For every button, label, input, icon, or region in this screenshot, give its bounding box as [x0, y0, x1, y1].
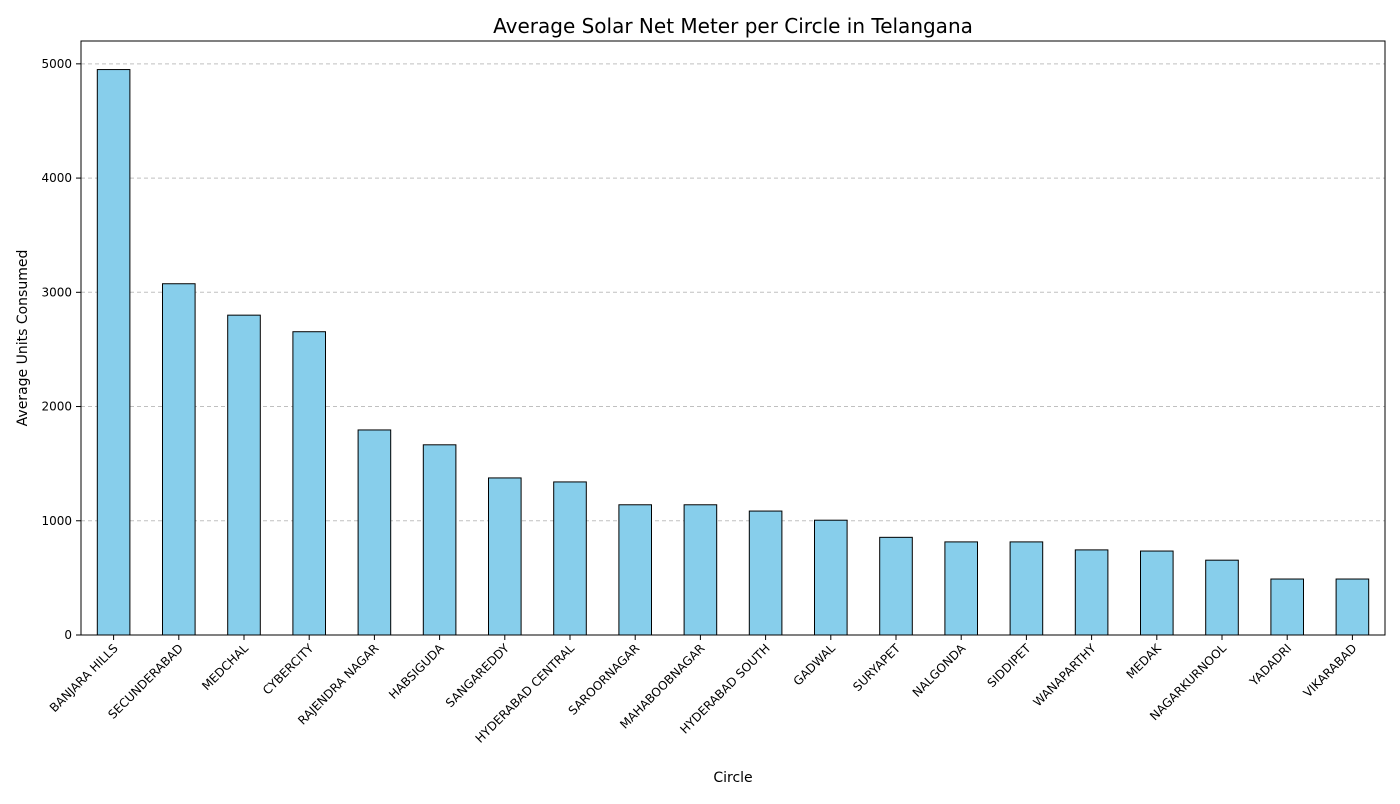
bar: [748, 510, 783, 636]
bars: [96, 69, 1370, 636]
x-tick-label: WANAPARTHY: [1031, 641, 1100, 710]
x-tick-label: SAROORNAGAR: [566, 641, 643, 718]
bar: [1140, 550, 1174, 636]
x-tick-label: SIDDIPET: [984, 641, 1033, 690]
x-tick-label: YADADRI: [1246, 641, 1294, 689]
y-tick-label: 4000: [41, 171, 72, 185]
x-tick-label: GADWAL: [791, 641, 838, 688]
x-tick-label: BANJARA HILLS: [47, 641, 121, 715]
bar: [618, 504, 653, 636]
x-tick-label: CYBERCITY: [260, 641, 317, 698]
x-tick-label: NALGONDA: [910, 641, 969, 700]
bar: [879, 536, 913, 636]
plot-frame: [80, 40, 1386, 636]
x-tick-label: MEDCHAL: [199, 641, 251, 693]
x-tick-label: SANGAREDDY: [443, 641, 512, 710]
x-tick-label: SURYAPET: [850, 641, 903, 694]
bar: [227, 314, 261, 636]
bar: [1009, 541, 1044, 636]
bar: [292, 331, 326, 636]
x-axis-label: Circle: [713, 770, 752, 786]
bar: [1270, 578, 1305, 636]
bar: [1074, 549, 1109, 636]
y-tick-label: 5000: [41, 57, 72, 71]
bar: [488, 477, 522, 636]
bar: [553, 481, 587, 636]
bar: [357, 429, 392, 636]
gridlines: [81, 63, 1385, 522]
chart-title: Average Solar Net Meter per Circle in Te…: [493, 14, 973, 38]
y-tick-label: 0: [64, 628, 72, 642]
bar: [814, 519, 848, 636]
x-tick-label: MEDAK: [1124, 640, 1165, 681]
bar: [1205, 559, 1239, 636]
y-axis: 0 1000 2000 3000 4000 5000: [41, 57, 81, 642]
bar: [162, 283, 196, 636]
bar: [944, 541, 979, 636]
x-tick-label: HABSIGUDA: [386, 641, 447, 702]
bar: [683, 504, 718, 636]
bar: [422, 444, 457, 636]
y-tick-label: 3000: [41, 285, 72, 299]
y-axis-label: Average Units Consumed: [15, 250, 31, 427]
y-tick-label: 2000: [41, 400, 72, 414]
bar: [1335, 578, 1370, 636]
x-tick-label: VIKARABAD: [1301, 641, 1360, 700]
bar: [96, 69, 131, 636]
y-tick-label: 1000: [41, 514, 72, 528]
